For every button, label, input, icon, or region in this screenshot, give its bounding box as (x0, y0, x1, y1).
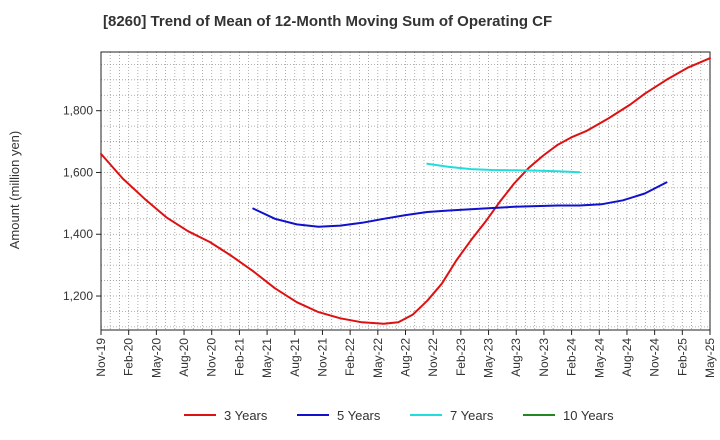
series-line-7-years (426, 162, 581, 174)
x-tick-label: Nov-19 (94, 338, 108, 377)
x-tick-label: Feb-21 (232, 338, 246, 376)
x-tick-label: May-22 (371, 338, 385, 378)
x-tick-label: Feb-25 (675, 338, 689, 376)
y-ticks: 1,200 1,400 1,600 1,800 (63, 104, 101, 303)
x-tick-label: Nov-22 (426, 338, 440, 377)
y-tick-label: 1,200 (63, 289, 93, 303)
x-tick-label: Nov-23 (537, 338, 551, 377)
x-tick-label: Feb-24 (565, 338, 579, 376)
grid (101, 52, 710, 330)
x-tick-label: Nov-21 (315, 338, 329, 377)
y-tick-label: 1,600 (63, 165, 93, 179)
series-line-5-years (252, 181, 668, 228)
legend-label: 10 Years (563, 408, 614, 423)
legend-label: 5 Years (337, 408, 381, 423)
x-tick-label: Feb-22 (343, 338, 357, 376)
x-tick-label: Aug-20 (177, 338, 191, 377)
x-ticks: Nov-19 Feb-20 May-20 Aug-20 Nov-20 Feb-21 May-… (94, 330, 717, 378)
y-tick-label: 1,400 (63, 227, 93, 241)
x-tick-label: May-20 (149, 338, 163, 378)
x-tick-label: May-21 (260, 338, 274, 378)
x-tick-label: May-23 (482, 338, 496, 378)
series-line-3-years (100, 57, 711, 325)
legend-label: 3 Years (224, 408, 268, 423)
series (100, 57, 711, 325)
x-tick-label: Nov-20 (205, 338, 219, 377)
legend: 3 Years 5 Years 7 Years 10 Years (184, 408, 614, 423)
chart-title: [8260] Trend of Mean of 12-Month Moving … (103, 13, 552, 30)
x-tick-label: May-24 (592, 338, 606, 378)
x-tick-label: Aug-21 (288, 338, 302, 377)
x-tick-label: Aug-23 (509, 338, 523, 377)
legend-label: 7 Years (450, 408, 494, 423)
x-tick-label: Aug-22 (399, 338, 413, 377)
x-tick-label: Feb-20 (122, 338, 136, 376)
y-tick-label: 1,800 (63, 104, 93, 118)
x-tick-label: Feb-23 (454, 338, 468, 376)
x-tick-label: May-25 (703, 338, 717, 378)
x-tick-label: Aug-24 (620, 338, 634, 377)
y-axis-label: Amount (million yen) (7, 131, 22, 250)
x-tick-label: Nov-24 (648, 338, 662, 377)
